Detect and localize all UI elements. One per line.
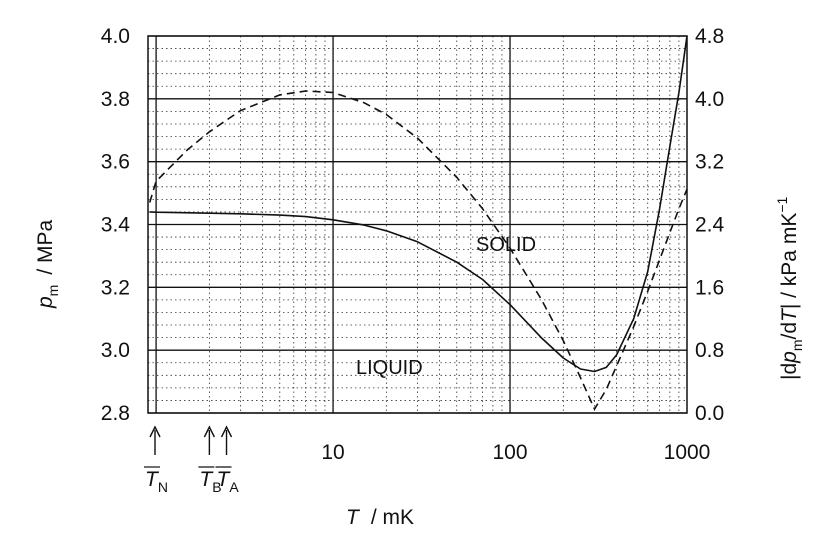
marker-label: TA [217, 468, 240, 495]
right-tick-label: 2.4 [695, 214, 725, 237]
right-tick-label: 1.6 [695, 276, 724, 299]
x-axis-label: T / mK [346, 506, 414, 529]
right-tick-label: 0.0 [695, 402, 724, 425]
left-tick-label: 3.2 [101, 276, 130, 299]
left-axis-ticks: 2.8 3.0 3.2 3.4 3.6 3.8 4.0 [101, 25, 131, 425]
slope-curve-dashed [148, 90, 688, 410]
x-tick-label: 1000 [664, 441, 711, 464]
series-layer [148, 35, 688, 410]
marker-arrow-head [149, 425, 161, 438]
marker-arrow-head [203, 425, 215, 438]
right-tick-label: 4.8 [695, 25, 724, 48]
right-tick-label: 3.2 [695, 151, 724, 174]
left-tick-label: 3.6 [101, 151, 130, 174]
melting-pressure-curve-solid [149, 35, 688, 373]
right-tick-label: 0.8 [695, 339, 724, 362]
plot-frame [147, 35, 688, 414]
left-tick-label: 2.8 [101, 402, 130, 425]
region-label-liquid: LIQUID [356, 357, 423, 379]
left-tick-label: 4.0 [101, 25, 130, 48]
right-axis-ticks: 0.0 0.8 1.6 2.4 3.2 4.0 4.8 [695, 25, 725, 425]
right-axis-label: |dpm/dT| / kPa mK−1 [774, 196, 805, 380]
left-axis-label: pm/ MPa [34, 219, 61, 309]
region-label-solid: SOLID [476, 234, 536, 256]
left-tick-label: 3.0 [101, 339, 130, 362]
x-axis-ticks: 10 100 1000 [321, 441, 710, 464]
x-tick-label: 10 [321, 441, 344, 464]
left-tick-label: 3.8 [101, 88, 130, 111]
marker-label: TN [145, 468, 168, 495]
x-tick-label: 100 [493, 441, 528, 464]
right-tick-label: 4.0 [695, 88, 724, 111]
marker-arrow-head [220, 425, 233, 438]
left-tick-label: 3.4 [101, 214, 131, 237]
marker-label: TB [199, 468, 221, 495]
